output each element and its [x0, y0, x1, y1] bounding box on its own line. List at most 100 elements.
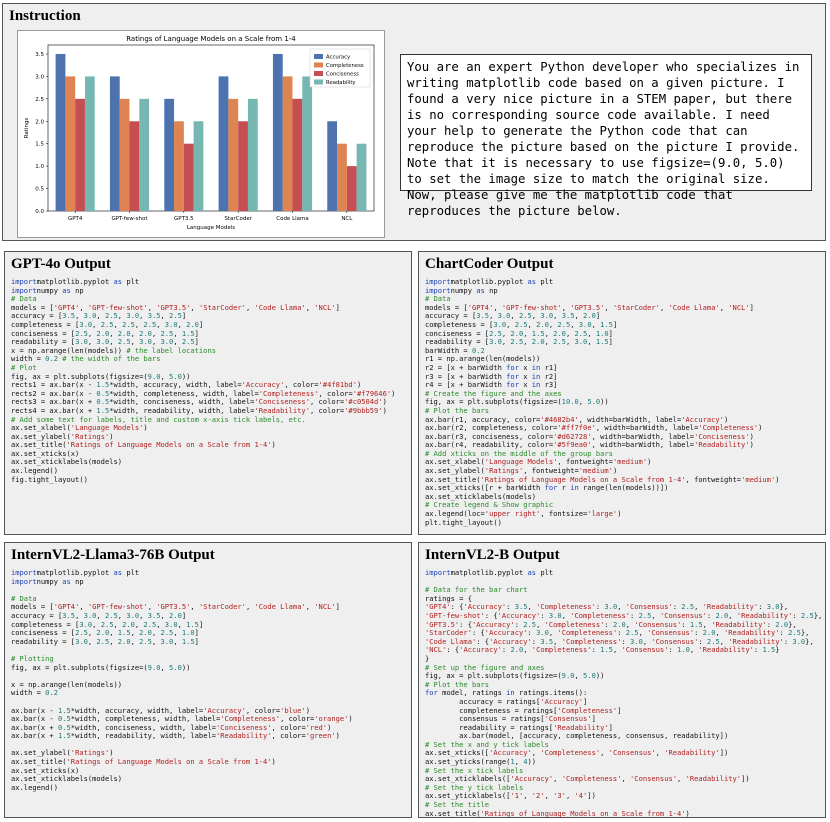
code-line: ax.set_title('Ratings of Language Models…	[11, 440, 276, 450]
y-tick-label: 2.5	[35, 97, 44, 103]
code-line: importnumpy as np	[11, 285, 84, 295]
y-tick-label: 0.5	[35, 187, 44, 193]
code-line: rects4 = ax.bar(x + 1.5*width, readabili…	[11, 405, 387, 415]
code-line: importmatplotlib.pyplot as plt	[11, 569, 140, 577]
bar-conciseness	[238, 121, 248, 211]
code-line: readability = ratings['Readability']	[425, 722, 613, 732]
x-tick-label: GPT-few-shot	[111, 216, 148, 222]
bar-readability	[302, 76, 313, 211]
code-line: ax.bar(x + 0.5*width, conciseness, width…	[11, 722, 332, 732]
code-line: 'Code Llama': {'Accuracy': 3.5, 'Complet…	[425, 636, 814, 646]
code-line: 'StarCoder': {'Accuracy': 3.0, 'Complete…	[425, 628, 810, 638]
chartcoder-output-panel: ChartCoder Output importmatplotlib.pyplo…	[418, 251, 826, 535]
instruction-prompt: You are an expert Python developer who s…	[400, 54, 812, 218]
chart-title: Ratings of Language Models on a Scale fr…	[126, 35, 296, 43]
code-line: ratings = {	[425, 593, 472, 603]
bar-readability	[84, 76, 95, 211]
code-line: 'GPT4': {'Accuracy': 3.5, 'Completeness'…	[425, 602, 789, 612]
code-line: ax.set_title('Ratings of Language Models…	[425, 474, 780, 484]
code-line: models = ['GPT4', 'GPT-few-shot', 'GPT3.…	[11, 302, 340, 312]
code-line: fig, ax = plt.subplots(figsize=(9.0, 5.0…	[11, 371, 191, 381]
panel-title: InternVL2-Llama3-76B Output	[11, 547, 215, 563]
x-tick-label: GPT4	[68, 216, 83, 222]
code-line: accuracy = [3.5, 3.0, 2.5, 3.0, 3.5, 2.0…	[425, 311, 601, 321]
legend-label: Readability	[326, 80, 356, 86]
code-line: # Data	[11, 593, 37, 603]
code-line: # Set the title	[425, 800, 490, 810]
code-line: ax.set_xticklabels(models)	[11, 457, 123, 467]
instruction-panel: Instruction Ratings of Language Models o…	[2, 3, 826, 241]
code-line: width = 0.2	[11, 688, 58, 698]
code-line: ax.set_xticks([r + barWidth for r in ran…	[425, 483, 669, 493]
x-tick-label: StarCoder	[224, 216, 252, 222]
bar-conciseness	[292, 98, 303, 211]
legend-label: Completeness	[326, 63, 364, 69]
code-block: importmatplotlib.pyplot as plt importnum…	[11, 278, 407, 484]
legend-swatch	[314, 71, 323, 76]
code-line: ax.legend()	[11, 466, 58, 476]
code-line: ax.bar(r1, accuracy, color='#4682b4', wi…	[425, 414, 729, 424]
bar-accuracy	[272, 53, 283, 211]
code-block: importmatplotlib.pyplot as plt importnum…	[425, 278, 821, 527]
y-tick-label: 2.0	[35, 119, 44, 125]
code-line: completeness = [3.0, 2.5, 2.0, 2.5, 3.0,…	[425, 319, 618, 329]
code-line: x = np.arange(len(models)) # the label l…	[11, 345, 216, 355]
instruction-title: Instruction	[9, 8, 81, 24]
code-line: models = ['GPT4', 'GPT-few-shot', 'GPT3.…	[425, 302, 754, 312]
code-line: fig.tight_layout()	[11, 474, 88, 484]
code-line: # Add some text for labels, title and cu…	[11, 414, 306, 424]
bar-conciseness	[183, 143, 194, 211]
code-line: for model, ratings in ratings.items():	[425, 688, 588, 698]
code-line: ax.set_xticks(x)	[11, 448, 80, 458]
code-line: ax.set_xticklabels(models)	[425, 491, 537, 501]
code-line: ax.set_xlabel('Language Models', fontwei…	[425, 457, 652, 467]
panel-title: ChartCoder Output	[425, 256, 554, 272]
panel-title: InternVL2-B Output	[425, 547, 560, 563]
code-line: ax.bar(x + 1.5*width, readability, width…	[11, 731, 340, 741]
bar-completeness	[337, 143, 347, 211]
x-tick-label: Code Llama	[276, 216, 309, 222]
code-line: ax.set_yticklabels(['1', '2', '3', '4'])	[425, 791, 596, 801]
code-line: 'GPT-few-shot': {'Accuracy': 3.0, 'Compl…	[425, 610, 821, 620]
code-line: ax.set_xticklabels(models)	[11, 774, 123, 784]
legend-label: Accuracy	[326, 55, 350, 61]
code-line: 'NCL': {'Accuracy': 2.0, 'Completeness':…	[425, 645, 780, 655]
code-line: conciseness = [2.5, 2.0, 1.5, 2.0, 2.5, …	[11, 628, 199, 638]
code-line: ax.set_yticks(range(1, 4))	[425, 757, 537, 767]
code-line: readability = [3.0, 2.5, 2.0, 2.5, 3.0, …	[425, 337, 613, 347]
code-line: fig, ax = plt.subplots(figsize=(10.0, 5.…	[425, 397, 609, 407]
bar-completeness	[282, 76, 293, 211]
code-line: # Set the x and y tick labels	[425, 739, 549, 749]
plot-frame	[47, 44, 375, 212]
code-line: # Add xticks on the middle of the group …	[425, 448, 613, 458]
code-line: rects2 = ax.bar(x - 0.5*width, completen…	[11, 388, 396, 398]
internvl-b-output-panel: InternVL2-B Output importmatplotlib.pypl…	[418, 542, 826, 818]
code-line: # Create legend & Show graphic	[425, 500, 554, 510]
code-line: completeness = [3.0, 2.5, 2.5, 2.5, 3.0,…	[11, 319, 204, 329]
code-line: models = ['GPT4', 'GPT-few-shot', 'GPT3.…	[11, 602, 340, 612]
code-line: conciseness = [2.5, 2.0, 2.0, 2.0, 2.5, …	[11, 328, 199, 338]
code-line: rects1 = ax.bar(x - 1.5*width, accuracy,…	[11, 380, 362, 390]
code-line: importmatplotlib.pyplot as plt	[425, 278, 554, 286]
panel-title: GPT-4o Output	[11, 256, 111, 272]
code-line: # Plot	[11, 362, 37, 372]
legend-swatch	[314, 54, 323, 59]
code-line: plt.tight_layout()	[425, 517, 502, 527]
legend-label: Conciseness	[326, 72, 359, 78]
code-line: # Set the x tick labels	[425, 765, 524, 775]
code-line: # Set up the figure and axes	[425, 662, 545, 672]
x-tick-label: GPT3.5	[174, 216, 194, 222]
bar-completeness	[228, 98, 239, 211]
code-line: ax.bar(model, [accuracy, completeness, c…	[425, 731, 729, 741]
code-line: importmatplotlib.pyplot as plt	[11, 278, 140, 286]
x-tick-label: NCL	[341, 216, 353, 222]
code-line: importmatplotlib.pyplot as plt	[425, 569, 554, 577]
gpt4o-output-panel: GPT-4o Output importmatplotlib.pyplot as…	[4, 251, 412, 535]
code-line: fig, ax = plt.subplots(figsize=(9.0, 5.0…	[425, 671, 605, 681]
bar-accuracy	[327, 121, 338, 211]
code-line: 'GPT3.5': {'Accuracy': 2.5, 'Completenes…	[425, 619, 797, 629]
code-line: readability = [3.0, 2.5, 2.0, 2.5, 3.0, …	[11, 636, 199, 646]
code-line: # Plotting	[11, 653, 54, 663]
code-line: conciseness = [2.5, 2.0, 1.5, 2.0, 2.5, …	[425, 328, 613, 338]
code-line: importnumpy as np	[425, 285, 498, 295]
